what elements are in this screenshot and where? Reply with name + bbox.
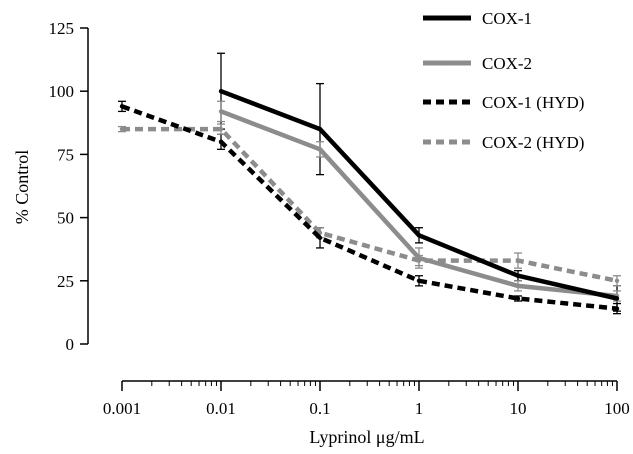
data-point [614,278,620,283]
legend-marker [444,15,450,21]
data-point [416,255,422,261]
data-point [218,89,224,94]
series-line-cox-2-hyd [122,126,618,284]
x-tick-label: 100 [604,399,630,418]
legend: COX-1 COX-2 COX-1 (HYD) COX-2 (HYD) [423,9,584,152]
legend-label: COX-1 (HYD) [482,93,584,112]
data-point [119,126,125,132]
data-point [416,233,422,238]
legend-label: COX-2 (HYD) [482,133,584,152]
data-point [614,306,620,311]
y-tick-label: 50 [57,209,74,228]
x-axis-title: Lyprinol μg/mL [309,427,424,447]
data-point [515,258,521,263]
y-axis-title: % Control [12,150,32,225]
data-point [317,126,323,132]
axes [80,27,618,391]
y-tick-label: 125 [49,19,75,38]
data-point [317,147,323,152]
series-lines [119,89,620,311]
x-tick-label: 10 [510,399,527,418]
y-tick-label: 0 [66,335,75,354]
y-tick-label: 75 [57,145,74,164]
data-point [515,273,521,278]
tick-labels: 0 25 50 75 100 125 0.001 0.01 0.1 1 10 100 [49,19,630,418]
data-point [317,235,323,241]
data-point [119,104,125,109]
data-point [416,278,422,283]
data-point [218,109,224,114]
legend-label: COX-1 [482,9,532,28]
series-line-cox-1-hyd [121,104,618,311]
legend-marker [444,60,450,66]
y-tick-label: 100 [49,82,75,101]
x-tick-label: 0.1 [309,399,330,418]
data-point [218,139,224,144]
x-tick-label: 0.01 [206,399,236,418]
data-point [515,296,521,301]
legend-label: COX-2 [482,54,532,73]
data-point [614,296,620,301]
data-point [515,283,521,289]
x-tick-label: 1 [415,399,424,418]
x-tick-label: 0.001 [103,399,141,418]
y-tick-label: 25 [57,272,74,291]
data-point [218,126,224,132]
